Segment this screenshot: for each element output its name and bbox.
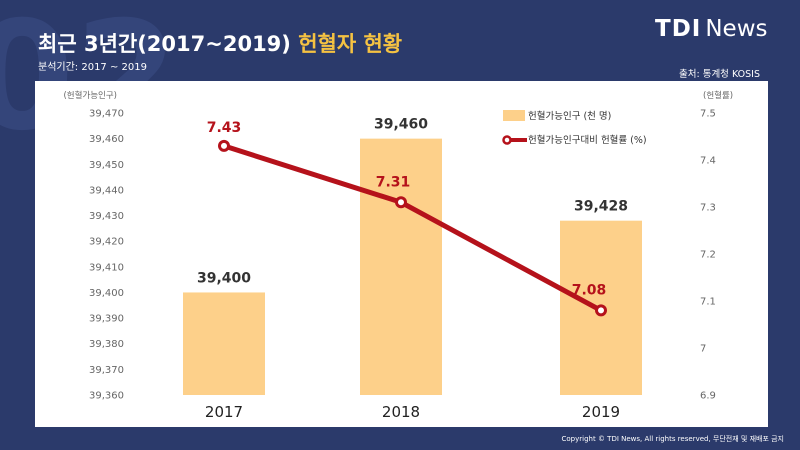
chart-panel: (헌혈가능인구) (헌혈률) 39,360 39,370 39,380 39,390 39,… <box>35 81 768 427</box>
y-left-axis-title: (헌혈가능인구) <box>63 90 117 101</box>
rate-data-label: 7.31 <box>376 174 411 190</box>
title-main: 최근 3년간(2017~2019) <box>38 32 299 56</box>
bar-2017 <box>183 292 265 395</box>
x-category-label: 2018 <box>382 403 420 421</box>
y-left-tick-label: 39,410 <box>89 262 124 273</box>
x-category-label: 2017 <box>205 403 243 421</box>
y-right-tick-label: 7.1 <box>700 297 716 308</box>
data-source: 출처: 통계청 KOSIS <box>679 69 760 80</box>
legend-bar-label: 헌혈가능인구 (천 명) <box>528 110 611 122</box>
legend-line-marker <box>502 135 512 145</box>
logo-tdi: TDI <box>655 16 702 42</box>
y-right-tick-label: 6.9 <box>700 391 716 402</box>
page-title: 최근 3년간(2017~2019) 헌혈자 현황 <box>38 28 402 58</box>
legend-line-label: 헌혈가능인구대비 헌혈률 (%) <box>528 134 647 146</box>
analysis-period: 분석기간: 2017 ~ 2019 <box>38 62 147 73</box>
y-right-tick-label: 7.4 <box>700 156 716 167</box>
copyright-notice: Copyright © TDI News, All rights reserve… <box>561 435 784 443</box>
y-left-tick-label: 39,390 <box>89 314 124 325</box>
y-right-tick-label: 7.3 <box>700 203 716 214</box>
bar-2018 <box>360 138 442 396</box>
rate-point-2019 <box>595 304 607 317</box>
rate-data-label: 7.43 <box>207 120 242 136</box>
y-left-tick-label: 39,440 <box>89 185 124 196</box>
y-left-tick-label: 39,370 <box>89 365 124 376</box>
bar-data-label: 39,428 <box>574 199 628 215</box>
combo-chart: (헌혈가능인구) (헌혈률) 39,360 39,370 39,380 39,390 39,… <box>63 90 733 421</box>
title-accent: 헌혈자 현황 <box>298 32 403 56</box>
y-left-tick-label: 39,460 <box>89 134 124 145</box>
y-left-tick-label: 39,380 <box>89 339 124 350</box>
y-left-tick-label: 39,430 <box>89 211 124 222</box>
rate-point-2018 <box>395 196 407 209</box>
y-right-axis-title: (헌혈률) <box>703 90 733 101</box>
y-left-tick-label: 39,400 <box>89 288 124 299</box>
y-right-tick-label: 7 <box>700 344 706 355</box>
y-left-tick-label: 39,360 <box>89 391 124 402</box>
y-left-tick-label: 39,420 <box>89 237 124 248</box>
bar-data-label: 39,400 <box>197 270 251 286</box>
y-left-tick-label: 39,470 <box>89 109 124 120</box>
rate-point-2017 <box>218 139 230 152</box>
y-left-tick-label: 39,450 <box>89 160 124 171</box>
rate-data-label: 7.08 <box>572 282 607 298</box>
tdi-news-logo: TDI News <box>655 16 768 42</box>
legend-bar-swatch <box>503 110 525 121</box>
y-right-tick-label: 7.2 <box>700 250 716 261</box>
logo-news: News <box>705 16 768 42</box>
bar-data-label: 39,460 <box>374 117 428 133</box>
y-right-tick-label: 7.5 <box>700 109 716 120</box>
x-category-label: 2019 <box>582 403 620 421</box>
